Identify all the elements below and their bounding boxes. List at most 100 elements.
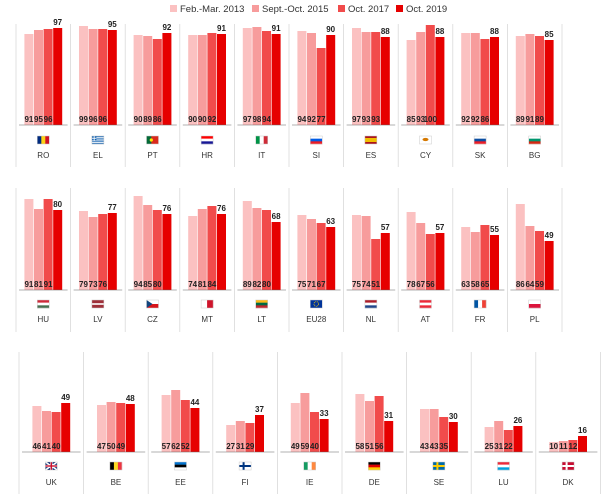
flag-stripe <box>419 302 432 306</box>
flag-border <box>200 299 214 309</box>
bar-value-label: 10 <box>549 442 558 451</box>
bar-value-top-label: 68 <box>272 212 281 221</box>
flag-stripe <box>419 300 432 303</box>
bar-LV-0 <box>79 211 88 290</box>
flag-border <box>109 461 123 471</box>
flag-stripe <box>310 141 323 145</box>
flag-stripe <box>146 300 159 304</box>
bar-value-label: 93 <box>416 115 425 124</box>
flag-stripe <box>201 136 214 139</box>
flag-stripe <box>91 303 104 305</box>
bar-ES-0 <box>352 28 361 125</box>
bar-MT-0 <box>188 216 198 290</box>
bar-value-label: 40 <box>52 442 61 451</box>
country-label: CY <box>420 151 432 160</box>
country-panel-HU: 91 81 91 80 HU <box>19 199 68 324</box>
bar-value-label: 51 <box>371 280 380 289</box>
bar-PT-2 <box>152 39 162 125</box>
bar-value-label: 92 <box>471 115 480 124</box>
bar-CY-2 <box>425 25 435 125</box>
bar-LV-1 <box>88 217 98 290</box>
flag-border <box>37 299 50 309</box>
bar-value-label: 86 <box>516 280 525 289</box>
flag-stripe <box>528 300 541 305</box>
bar-AT-1 <box>416 223 426 290</box>
flag-stripe <box>364 300 377 303</box>
bar-DK-2 <box>568 440 578 452</box>
flag-border <box>238 461 252 471</box>
country-label: SE <box>434 478 445 487</box>
flag-border <box>473 135 487 145</box>
bar-CY-3 <box>435 37 445 125</box>
flag-stripe <box>109 462 115 470</box>
bar-value-label: 91 <box>24 280 33 289</box>
bar-DE-0 <box>355 394 365 452</box>
bar-SE-0 <box>420 409 429 452</box>
flag-stripe <box>474 138 487 142</box>
flag-stripe <box>255 305 268 309</box>
country-label: DK <box>563 478 575 487</box>
flag-border <box>364 135 378 145</box>
bar-IE-0 <box>290 403 300 452</box>
bar-value-label: 27 <box>226 442 235 451</box>
flag-border <box>473 299 487 309</box>
bar-BG-2 <box>535 36 544 125</box>
flag-stripe <box>174 464 187 468</box>
bar-value-top-label: 55 <box>490 225 499 234</box>
bar-DE-3 <box>384 421 394 452</box>
flag-stripe <box>146 304 159 308</box>
bar-AT-2 <box>425 234 435 290</box>
bar-IE-2 <box>310 412 319 452</box>
bar-value-label: 50 <box>107 442 116 451</box>
flag-border <box>91 135 105 145</box>
flag-field <box>310 300 323 308</box>
bar-value-label: 100 <box>424 115 438 124</box>
flag-stripe <box>146 136 152 144</box>
legend-label-2013: Feb.-Mar. 2013 <box>180 4 245 15</box>
bar-LU-3 <box>513 426 523 452</box>
country-panel-SI: 94 92 77 90 SI <box>292 25 341 160</box>
country-panel-AT: 78 67 56 57 AT <box>401 212 450 324</box>
flag-border <box>432 461 446 471</box>
bar-DK-0 <box>549 442 559 452</box>
bar-SI-2 <box>316 48 326 125</box>
flag-stripe <box>255 300 268 303</box>
flag-border <box>255 135 268 145</box>
flag-border <box>303 461 316 471</box>
flag-border <box>146 299 159 309</box>
bar-value-top-label: 80 <box>53 200 62 209</box>
bar-value-label: 95 <box>34 115 43 124</box>
bar-value-label: 89 <box>143 115 152 124</box>
bar-RO-0 <box>24 34 34 125</box>
legend-label-2019: Oct. 2019 <box>406 4 448 15</box>
flag-stripe <box>528 138 541 142</box>
flag-border <box>146 135 159 145</box>
bar-CZ-0 <box>133 196 143 290</box>
bar-IE-3 <box>319 419 329 452</box>
bar-HU-3 <box>53 210 63 290</box>
bar-value-label: 62 <box>171 442 180 451</box>
bar-SK-3 <box>490 37 499 125</box>
flag-stripe <box>91 136 104 138</box>
bar-value-top-label: 49 <box>545 231 554 240</box>
bar-LT-1 <box>252 208 262 290</box>
bar-value-label: 49 <box>291 442 300 451</box>
flag-stripe <box>528 141 541 145</box>
bar-AT-3 <box>435 233 445 290</box>
flag-stripe <box>263 136 268 144</box>
flag-stripe <box>37 136 42 144</box>
flag-stripe <box>307 462 312 470</box>
bar-RO-1 <box>34 30 43 125</box>
bar-LV-3 <box>107 213 117 290</box>
bar-value-top-label: 77 <box>108 203 117 212</box>
bar-value-top-label: 16 <box>578 426 587 435</box>
country-panel-PT: 90 89 86 92 PT <box>128 23 177 160</box>
country-panel-LV: 79 73 76 77 LV <box>73 203 123 324</box>
flag-stripe <box>474 136 487 139</box>
bar-IT-2 <box>262 31 271 125</box>
country-label: EE <box>175 478 186 487</box>
